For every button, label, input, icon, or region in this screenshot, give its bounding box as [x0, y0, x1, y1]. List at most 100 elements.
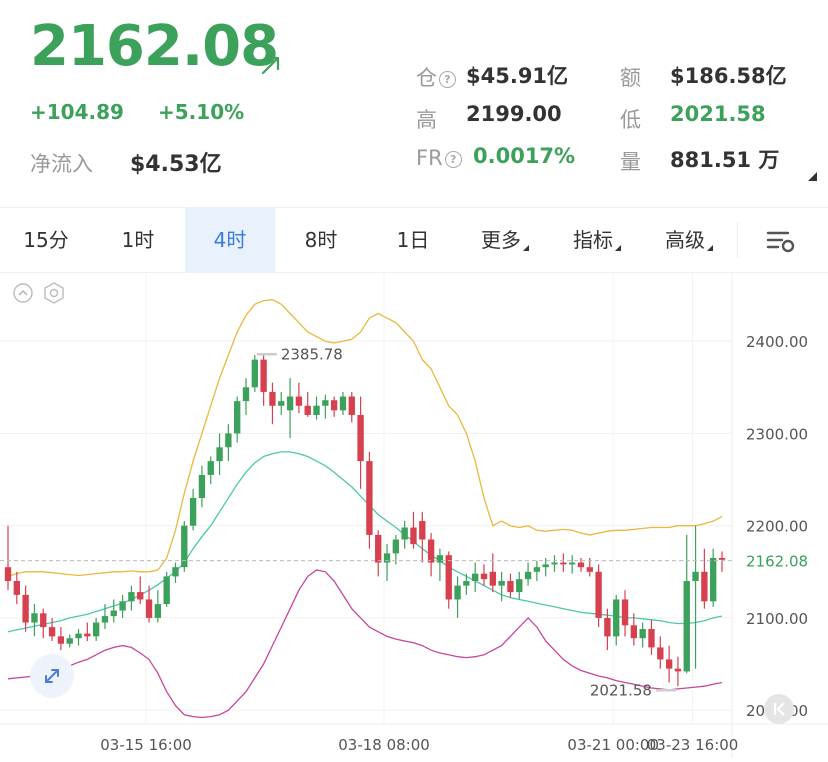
open-interest-label[interactable]: 仓? [416, 62, 456, 92]
turnover-label: 额 [620, 66, 641, 90]
dropdown-icon [523, 245, 529, 251]
candle-body [577, 562, 585, 568]
chart-settings-icon[interactable] [764, 227, 798, 255]
candle-body [674, 668, 682, 672]
fullscreen-button[interactable] [30, 654, 74, 698]
collapse-indicator-icon[interactable] [12, 282, 34, 304]
candle [551, 555, 558, 572]
candle [234, 396, 241, 443]
tab-more[interactable]: 更多 [459, 208, 551, 272]
candle [683, 534, 690, 674]
chart-canvas[interactable]: 2400.002300.002200.002100.002000.0003-15… [0, 272, 828, 758]
candle-body [84, 633, 91, 637]
candle [110, 599, 117, 623]
candle-body [181, 525, 188, 568]
bollinger-lower-line [7, 569, 723, 719]
candle-body [163, 576, 170, 605]
help-icon[interactable]: ? [439, 70, 456, 88]
x-tick-label: 03-23 16:00 [647, 736, 739, 754]
low-value: 2021.58 [670, 102, 766, 126]
tab-15m[interactable]: 15分 [23, 228, 69, 252]
open-interest-value: $45.91亿 [466, 64, 569, 88]
candle-body [207, 461, 214, 475]
candle-body [357, 414, 364, 462]
candle [480, 564, 488, 586]
candle [251, 355, 258, 392]
candle [75, 628, 82, 646]
turnover-value: $186.58亿 [670, 64, 787, 88]
current-price-label: 2162.08 [746, 553, 808, 571]
candle [401, 521, 408, 549]
tab-1h[interactable]: 1时 [121, 228, 155, 252]
candle-body [251, 359, 258, 388]
candle [339, 391, 347, 415]
candle [366, 451, 373, 549]
dropdown-icon [707, 245, 713, 251]
candle-body [692, 571, 699, 582]
candle [454, 576, 461, 618]
candle [674, 656, 682, 687]
x-tick-label: 03-21 00:00 [567, 736, 659, 754]
funding-rate-label[interactable]: FR? [416, 146, 462, 170]
tab-indicators[interactable]: 指标 [551, 208, 643, 272]
tab-8h[interactable]: 8时 [304, 228, 338, 252]
candle [516, 571, 523, 600]
candlestick-chart[interactable]: 2400.002300.002200.002100.002000.0003-15… [0, 272, 828, 758]
tab-advanced[interactable]: 高级 [643, 208, 735, 272]
candle [286, 378, 294, 439]
candle [92, 617, 100, 641]
candle [560, 553, 567, 572]
candle [278, 391, 285, 415]
candle-body [366, 461, 373, 535]
candle [410, 511, 417, 549]
candle-body [48, 627, 56, 637]
tab-divider [737, 222, 738, 258]
candle [31, 604, 38, 637]
candle-body [665, 659, 673, 669]
candle-body [516, 579, 523, 593]
candle [207, 456, 214, 485]
candle [163, 571, 170, 607]
candle-body [322, 400, 329, 406]
x-tick-label: 03-18 08:00 [338, 736, 430, 754]
candle-body [595, 571, 602, 618]
candle-body [410, 527, 417, 545]
tab-1d[interactable]: 1日 [396, 228, 430, 252]
tab-4h[interactable]: 4时 [185, 208, 275, 272]
candle-body [295, 396, 303, 406]
candle [242, 378, 250, 415]
y-tick-label: 2300.00 [746, 425, 808, 443]
candle-body [648, 628, 655, 648]
candle-body [454, 585, 461, 600]
candle-body [172, 567, 179, 577]
candle [577, 557, 585, 572]
expand-corner-icon[interactable] [808, 172, 817, 181]
candle [498, 571, 505, 602]
candle [189, 488, 197, 531]
max-price-annotation: 2385.78 [281, 345, 343, 363]
arrow-up-right-icon [261, 56, 280, 75]
candle-body [278, 401, 285, 406]
candle-body [392, 539, 400, 554]
candle [657, 636, 664, 669]
candle-body [383, 553, 391, 563]
candle [436, 548, 444, 582]
candle [22, 585, 29, 632]
candle [533, 560, 541, 582]
scroll-to-latest-button[interactable] [764, 694, 794, 724]
candle [648, 619, 655, 655]
indicator-settings-icon[interactable] [42, 281, 66, 305]
candle [128, 585, 135, 611]
candle [463, 573, 470, 595]
candle-body [613, 599, 620, 637]
help-icon[interactable]: ? [444, 150, 462, 168]
netflow-value: $4.53亿 [130, 152, 222, 177]
x-tick-label: 03-15 16:00 [100, 736, 192, 754]
candle [225, 424, 232, 462]
candle-body [375, 534, 382, 563]
candle-body [683, 581, 690, 672]
candle [392, 534, 400, 565]
candle-body [145, 599, 153, 618]
candle-body [427, 539, 435, 563]
candle [718, 551, 726, 572]
